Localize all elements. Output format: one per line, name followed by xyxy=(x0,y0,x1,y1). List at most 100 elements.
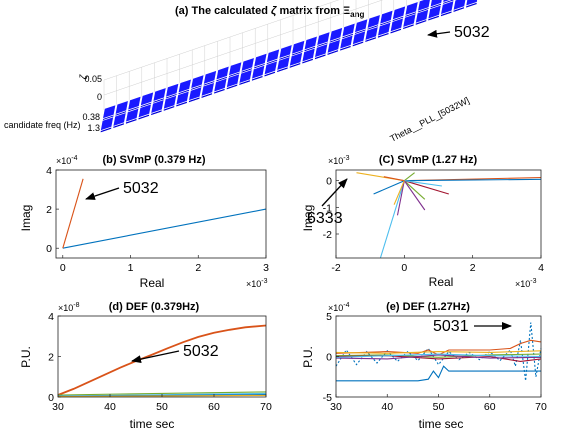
bar-top-face xyxy=(339,34,354,50)
series-line xyxy=(404,178,542,182)
series-line xyxy=(403,172,415,182)
x-tick-label: 30 xyxy=(330,401,342,413)
bar-top-face xyxy=(278,44,293,60)
panel-a-ztick: 0.05 xyxy=(84,74,102,84)
panel-c-x-exponent: ×10-3 xyxy=(515,278,537,289)
panel-d-plot: 30 40 50 60 70 0 2 4 xyxy=(48,311,272,413)
bar-top-face xyxy=(465,0,478,7)
x-tick-label: 4 xyxy=(538,262,544,274)
y-tick-label: 0 xyxy=(46,243,52,255)
x-tick-label: 70 xyxy=(535,401,547,413)
bar-top-face xyxy=(137,103,152,119)
panel-b-arrow xyxy=(85,187,120,200)
bar-top-face xyxy=(114,99,129,115)
bar-top-face xyxy=(165,82,180,98)
x-tick-label: 1 xyxy=(128,262,134,274)
series-line xyxy=(57,391,267,396)
bar-top-face xyxy=(351,30,367,46)
y-tick-label: -2 xyxy=(323,229,332,241)
series-line xyxy=(403,180,426,211)
bar-top-face xyxy=(288,51,304,67)
bar-top-face xyxy=(452,0,467,11)
panel-b-x-exponent: ×10-3 xyxy=(246,278,268,289)
bar-side-face xyxy=(464,0,467,9)
plot-frame xyxy=(55,169,267,259)
series-line xyxy=(335,353,542,358)
y-tick-label: -5 xyxy=(323,392,332,404)
series-line xyxy=(335,350,542,354)
plot-frame xyxy=(335,169,542,259)
x-tick-label: 0 xyxy=(401,262,407,274)
x-tick-label: 70 xyxy=(260,401,272,413)
bar-top-face xyxy=(265,48,281,64)
bar-top-face xyxy=(150,99,165,115)
bar-top-face xyxy=(127,95,142,111)
bar-top-face xyxy=(253,52,268,68)
panel-e-annotation: 5031 xyxy=(433,318,469,335)
panel-a-xlabel: Theta__PLL_[5032W] xyxy=(388,95,471,144)
panel-a-ylabel: candidate freq (Hz) xyxy=(4,120,81,130)
grid-line xyxy=(103,0,340,81)
x-tick-label: 30 xyxy=(52,401,64,413)
bar-top-face xyxy=(427,4,442,20)
y-tick-label: 2 xyxy=(46,204,52,216)
bar-top-face xyxy=(402,13,417,29)
bar-top-face xyxy=(391,5,407,21)
bar-top-face xyxy=(263,60,278,76)
panel-a-ytick: 1.3 xyxy=(87,123,100,133)
panel-d-y-exponent: ×10-8 xyxy=(58,302,80,313)
bar-top-face xyxy=(303,35,318,51)
panel-e-xlabel: time sec xyxy=(419,417,464,431)
bar-top-face xyxy=(112,111,127,127)
bar-top-face xyxy=(429,0,443,8)
panel-b-ylabel: Imag xyxy=(19,205,33,232)
panel-e-y-exponent: ×10-4 xyxy=(328,302,350,313)
bar-top-face xyxy=(215,65,230,81)
bar-top-face xyxy=(341,22,356,38)
series-line xyxy=(57,324,267,396)
bar-top-face xyxy=(152,87,167,103)
bar-top-face xyxy=(200,81,215,97)
panel-b-plot: 0 1 2 3 0 2 4 xyxy=(46,165,269,274)
series-line xyxy=(393,180,405,205)
bar-top-face xyxy=(251,64,266,80)
series-line xyxy=(383,176,405,182)
x-tick-label: 40 xyxy=(381,401,393,413)
bar-top-face xyxy=(328,26,344,42)
bar-top-face xyxy=(414,8,430,24)
panel-b-title: (b) SVmP (0.379 Hz) xyxy=(102,154,205,166)
panel-d-title: (d) DEF (0.379Hz) xyxy=(109,301,200,313)
series-line xyxy=(335,353,542,358)
series-line xyxy=(373,180,405,195)
panel-e-ylabel: P.U. xyxy=(301,346,315,368)
series-line xyxy=(379,180,405,259)
x-tick-label: 3 xyxy=(263,262,269,274)
x-tick-label: -2 xyxy=(331,262,340,274)
panel-d: (d) DEF (0.379Hz) ×10-8 30 40 50 60 70 0 2 4 ti… xyxy=(19,301,272,431)
panel-a-zlabel: ζ xyxy=(78,73,90,79)
panel-c: (C) SVmP (1.27 Hz) ×10-3 -2 0 2 4 0 -1 -2 Real… xyxy=(301,154,544,289)
bar-top-face xyxy=(139,91,155,107)
series-line xyxy=(62,208,267,249)
bar-top-face xyxy=(228,61,243,77)
x-tick-label: 60 xyxy=(208,401,220,413)
bar-top-face xyxy=(240,56,255,72)
bar-top-face xyxy=(102,104,117,120)
x-tick-label: 40 xyxy=(104,401,116,413)
y-tick-label: 0 xyxy=(326,352,332,364)
bar-top-face xyxy=(326,38,341,54)
bar-top-face xyxy=(377,21,392,37)
bar-side-face xyxy=(441,0,443,6)
y-tick-label: 0 xyxy=(326,176,332,188)
bar-top-face xyxy=(188,86,203,102)
series-line xyxy=(336,365,541,382)
bar-top-face xyxy=(301,47,316,63)
bar-top-face xyxy=(442,0,452,4)
panel-c-ylabel: Imag xyxy=(301,205,315,232)
bar-top-face xyxy=(175,90,190,106)
x-tick-label: 2 xyxy=(195,262,201,274)
plot-background xyxy=(56,170,266,258)
panel-a-arrow xyxy=(427,29,451,38)
